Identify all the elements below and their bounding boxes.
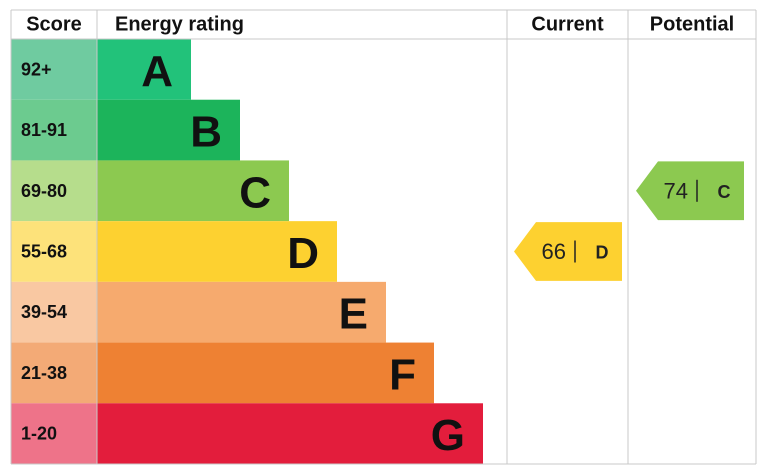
score-cell: [11, 221, 97, 282]
score-cell: [11, 281, 97, 343]
rating-letter: D: [287, 229, 319, 278]
score-label: 81-91: [21, 120, 67, 140]
score-label: 69-80: [21, 181, 67, 201]
potential-arrow: [636, 161, 744, 221]
current-value: 66: [542, 239, 566, 264]
score-cell: [11, 403, 97, 464]
score-cell: [11, 160, 97, 222]
header-current: Current: [531, 14, 604, 36]
rating-letter: B: [190, 108, 222, 157]
rating-bar: [97, 39, 191, 100]
rating-letter: F: [389, 350, 416, 399]
rating-letter: C: [239, 168, 271, 217]
header-potential: Potential: [650, 14, 734, 36]
rating-letter: G: [431, 411, 465, 460]
rating-bar: [97, 342, 434, 404]
score-cell: [11, 99, 97, 161]
rating-bar: [97, 160, 289, 222]
score-cell: [11, 39, 97, 100]
score-label: 92+: [21, 59, 52, 79]
rating-letter: E: [339, 290, 368, 339]
score-label: 1-20: [21, 424, 57, 444]
score-label: 39-54: [21, 302, 67, 322]
rating-bar: [97, 281, 386, 343]
potential-letter: C: [718, 182, 731, 202]
current-arrow: [514, 222, 622, 281]
score-label: 55-68: [21, 242, 67, 262]
header-score: Score: [26, 14, 82, 36]
rating-bar: [97, 221, 337, 282]
header-rating: Energy rating: [115, 14, 244, 36]
potential-value: 74: [664, 178, 688, 203]
score-label: 21-38: [21, 363, 67, 383]
current-letter: D: [596, 243, 609, 263]
rating-letter: A: [141, 47, 173, 96]
score-cell: [11, 342, 97, 404]
rating-bar: [97, 99, 240, 161]
rating-bar: [97, 403, 483, 464]
